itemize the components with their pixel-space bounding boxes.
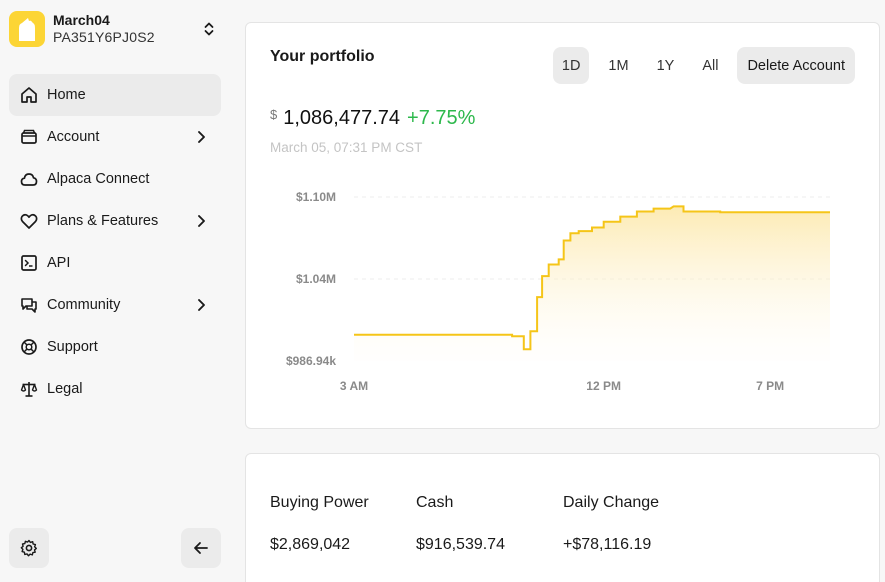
- sidebar-item-label: Community: [47, 297, 121, 313]
- sidebar-item-label: Support: [47, 339, 98, 355]
- sidebar-item-api[interactable]: API: [9, 242, 221, 284]
- cloud-icon: [20, 173, 38, 186]
- stat-cash: Cash $916,539.74: [416, 494, 505, 554]
- sidebar-item-home[interactable]: Home: [9, 74, 221, 116]
- sidebar-nav: Home Account Alpaca Connect Plans & Feat…: [9, 74, 221, 410]
- arrow-left-icon: [194, 542, 208, 554]
- chevron-up-down-icon: [204, 22, 214, 36]
- portfolio-value: 1,086,477.74: [283, 107, 401, 129]
- range-tab-all[interactable]: All: [702, 57, 719, 74]
- settings-button[interactable]: [9, 528, 49, 568]
- sidebar-item-label: Home: [47, 87, 86, 103]
- portfolio-timestamp: March 05, 07:31 PM CST: [270, 140, 423, 155]
- sidebar-item-legal[interactable]: Legal: [9, 368, 221, 410]
- sidebar-item-plans-features[interactable]: Plans & Features: [9, 200, 221, 242]
- sidebar-item-label: API: [47, 255, 71, 271]
- x-tick-label: 3 AM: [340, 379, 368, 393]
- range-tab-1y[interactable]: 1Y: [656, 57, 675, 74]
- stat-value: $916,539.74: [416, 536, 505, 553]
- chat-icon: [21, 298, 37, 313]
- stat-label: Buying Power: [270, 494, 369, 511]
- sidebar-item-label: Legal: [47, 381, 83, 397]
- sidebar-item-label: Plans & Features: [47, 213, 159, 229]
- alpaca-logo-icon: [9, 11, 45, 47]
- chevron-right-icon: [198, 215, 205, 227]
- y-tick-label: $1.04M: [296, 272, 336, 286]
- terminal-icon: [21, 255, 37, 271]
- stat-label: Daily Change: [563, 494, 660, 511]
- sidebar-item-community[interactable]: Community: [9, 284, 221, 326]
- portfolio-value-row: $ 1,086,477.74 +7.75%: [270, 107, 475, 130]
- chevron-right-icon: [198, 131, 205, 143]
- x-tick-label: 7 PM: [756, 379, 784, 393]
- sidebar-item-label: Account: [47, 129, 100, 145]
- heart-icon: [20, 213, 38, 229]
- collapse-sidebar-button[interactable]: [181, 528, 221, 568]
- x-tick-label: 12 PM: [586, 379, 621, 393]
- delete-account-button[interactable]: Delete Account: [737, 47, 855, 84]
- y-tick-label: $1.10M: [296, 190, 336, 204]
- chart-area: [354, 206, 830, 361]
- sidebar-item-label: Alpaca Connect: [47, 171, 150, 187]
- gear-icon: [20, 539, 37, 557]
- sidebar-item-support[interactable]: Support: [9, 326, 221, 368]
- stat-value: $2,869,042: [270, 536, 351, 553]
- portfolio-chart[interactable]: $1.10M $1.04M $986.94k 3 AM 12 PM 7 PM: [270, 173, 860, 423]
- lifebuoy-icon: [21, 339, 37, 355]
- wallet-icon: [21, 129, 37, 144]
- chevron-right-icon: [198, 299, 205, 311]
- range-tab-1m[interactable]: 1M: [608, 57, 629, 74]
- stat-daily-change: Daily Change +$78,116.19: [563, 494, 659, 554]
- range-tab-1d[interactable]: 1D: [552, 47, 590, 84]
- currency-symbol: $: [270, 107, 278, 122]
- stat-buying-power: Buying Power $2,869,042: [270, 494, 369, 554]
- portfolio-change: +7.75%: [407, 107, 476, 129]
- portfolio-card: Your portfolio 1D 1M 1Y All Delete Accou…: [245, 22, 880, 429]
- range-tabs: 1D 1M 1Y All Delete Account: [543, 47, 855, 84]
- stat-value: +$78,116.19: [563, 536, 652, 553]
- scale-icon: [20, 382, 38, 397]
- account-name: March04: [53, 12, 110, 28]
- account-id: PA351Y6PJ0S2: [53, 29, 155, 45]
- account-stats-card: Buying Power $2,869,042 Cash $916,539.74…: [245, 453, 880, 582]
- sidebar-item-alpaca-connect[interactable]: Alpaca Connect: [9, 158, 221, 200]
- portfolio-title: Your portfolio: [270, 48, 375, 65]
- chart-line: [354, 205, 830, 351]
- stat-label: Cash: [416, 494, 454, 511]
- home-icon: [21, 87, 37, 103]
- sidebar-item-account[interactable]: Account: [9, 116, 221, 158]
- sidebar: March04 PA351Y6PJ0S2 Home Account: [0, 0, 230, 582]
- account-switcher[interactable]: March04 PA351Y6PJ0S2: [9, 10, 221, 48]
- y-tick-label: $986.94k: [286, 354, 336, 368]
